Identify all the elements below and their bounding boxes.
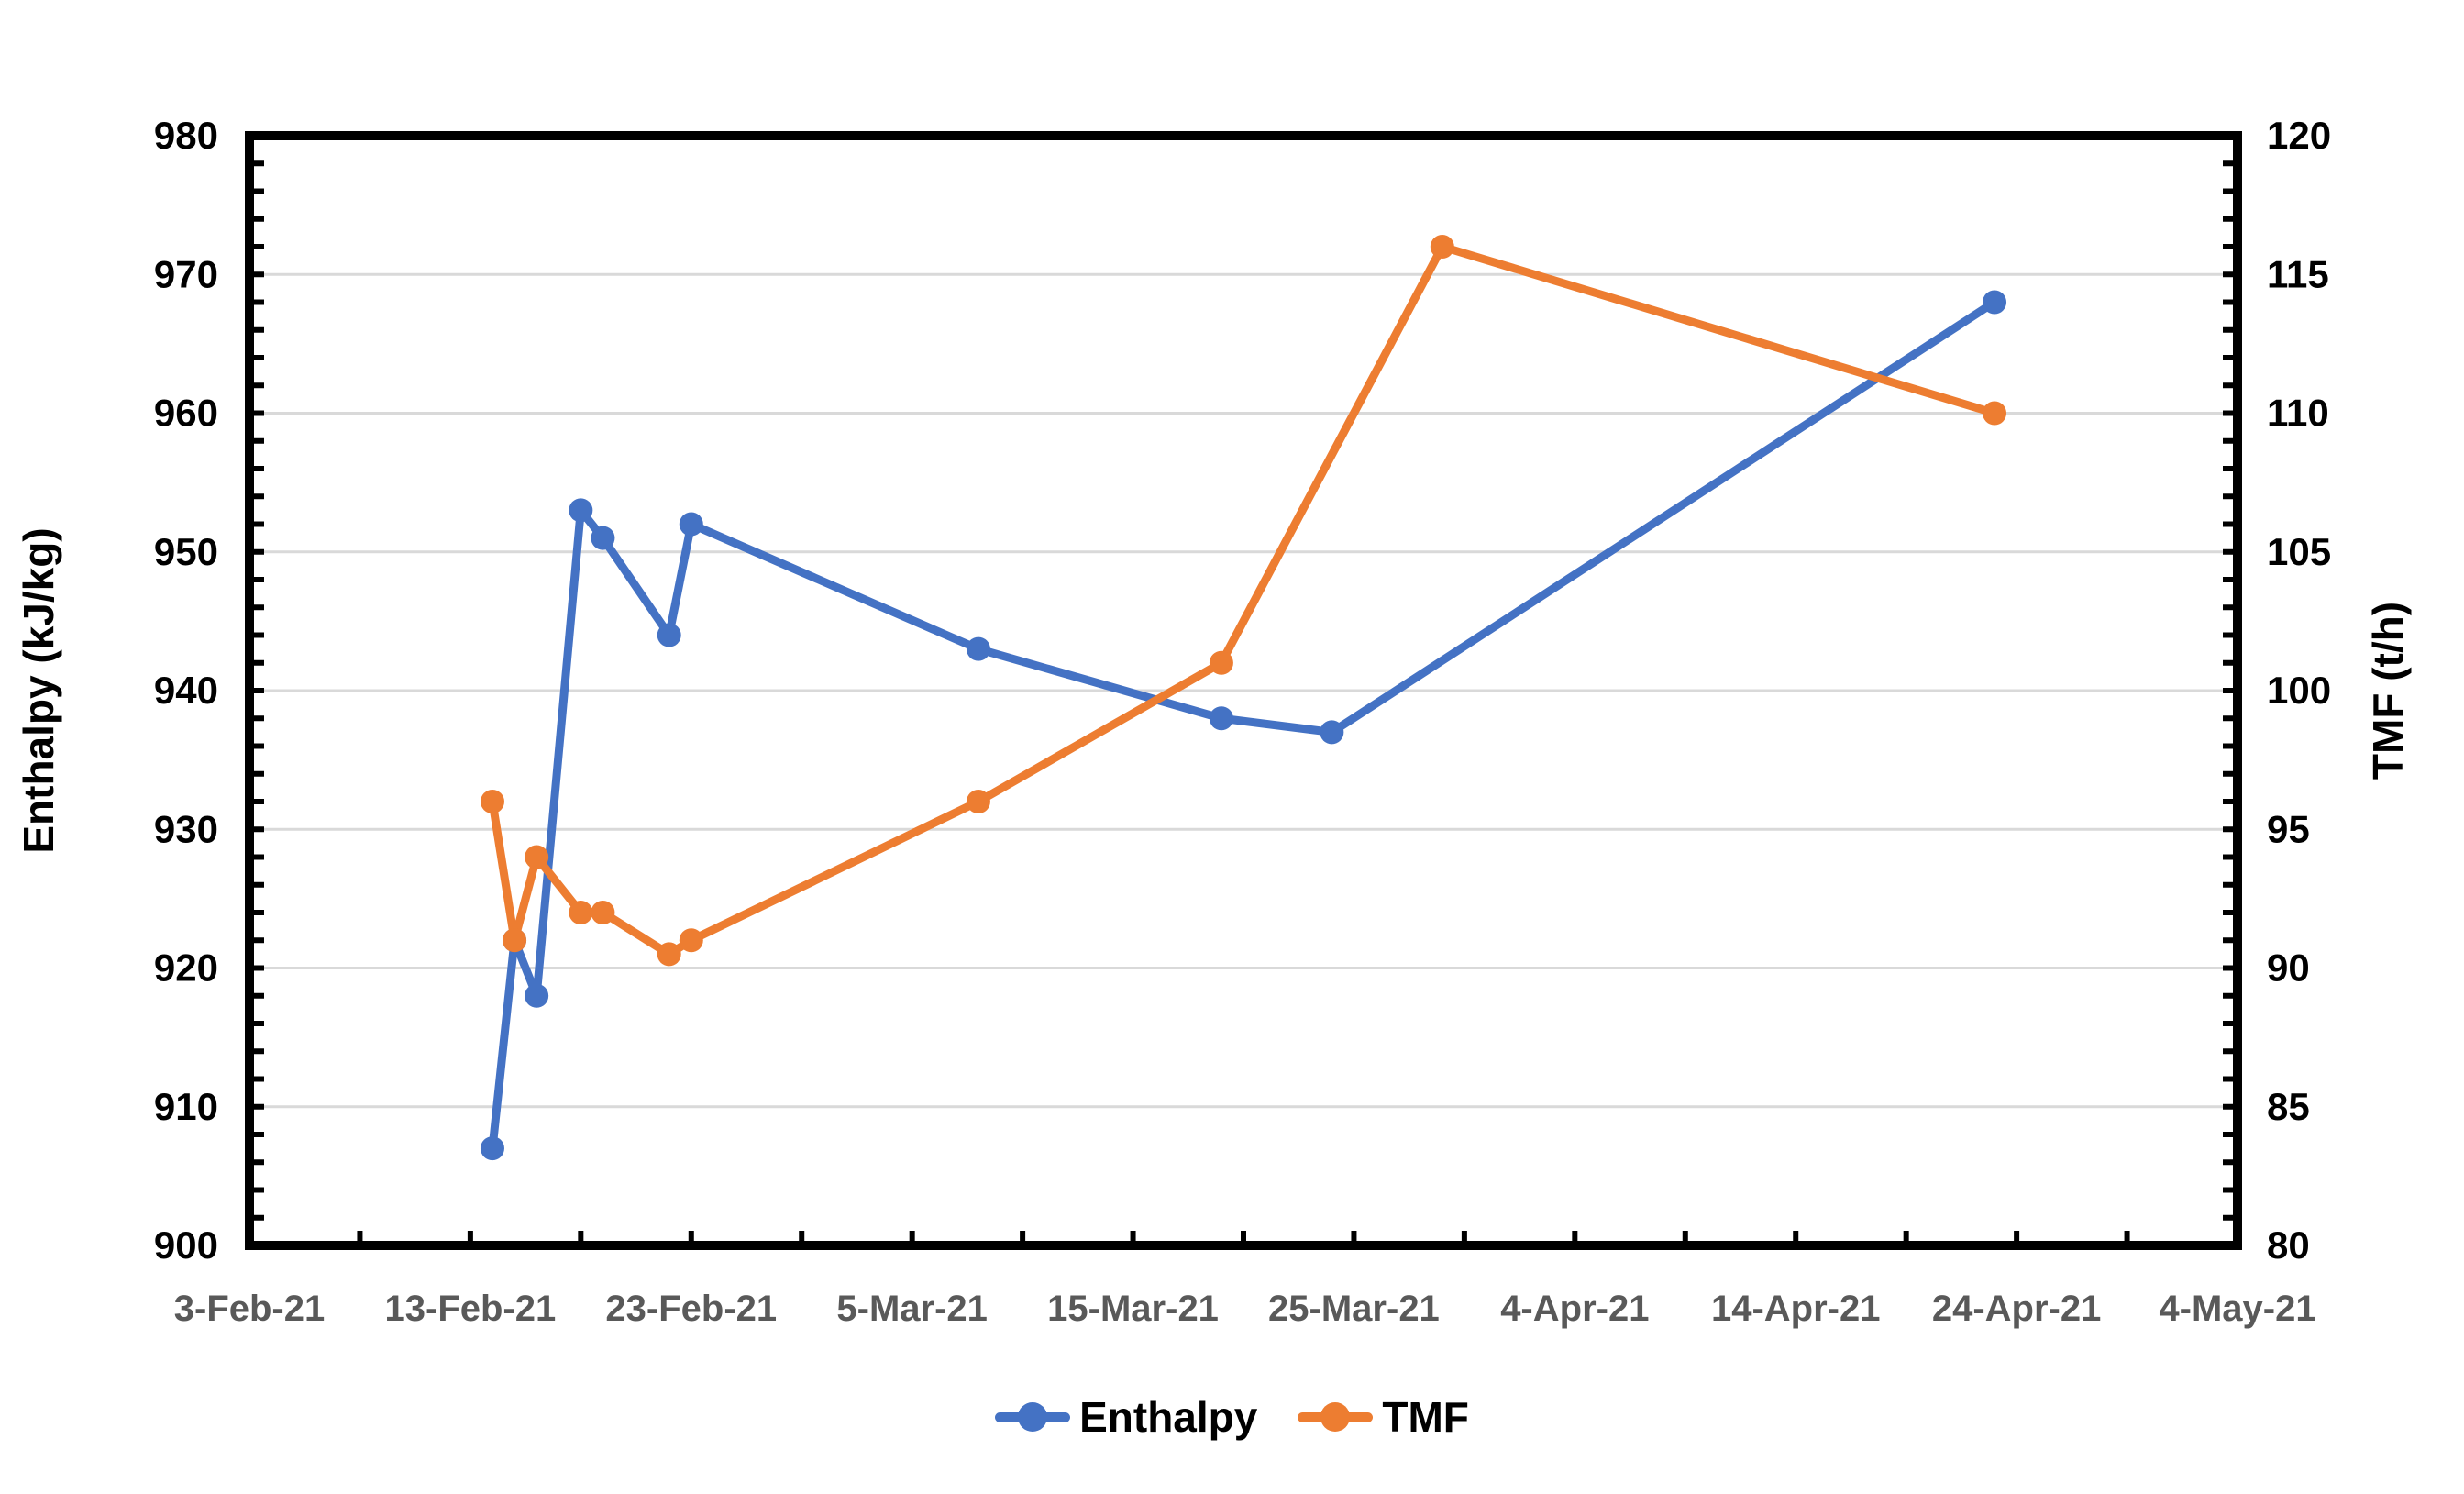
legend: Enthalpy TMF xyxy=(0,1396,2464,1438)
enthalpy-line xyxy=(488,298,1999,1153)
tmf-point-22-Feb-21 xyxy=(657,942,681,967)
legend-label-enthalpy: Enthalpy xyxy=(1079,1393,1258,1441)
left-axis-label: 970 xyxy=(154,252,218,295)
x-axis-label: 13-Feb-21 xyxy=(385,1289,557,1329)
right-axis-label: 95 xyxy=(2267,807,2310,850)
right-axis-label: 85 xyxy=(2267,1085,2310,1128)
left-axis-label: 980 xyxy=(154,114,218,157)
left-axis-label: 950 xyxy=(154,530,218,573)
tmf-point-16-Feb-21 xyxy=(525,845,549,869)
tmf-point-19-Feb-21 xyxy=(591,901,615,924)
legend-label-tmf: TMF xyxy=(1382,1393,1469,1441)
plot-frame xyxy=(245,131,2242,1250)
left-axis-label: 940 xyxy=(154,669,218,712)
right-axis-label: 100 xyxy=(2267,669,2331,712)
right-axis-label: 80 xyxy=(2267,1223,2310,1267)
x-axis-label: 5-Mar-21 xyxy=(836,1289,988,1329)
right-axis-title: TMF (t/h) xyxy=(2364,602,2412,780)
enthalpy-point-24-Mar-21 xyxy=(1320,720,1344,745)
x-axis-label: 24-Apr-21 xyxy=(1932,1289,2102,1329)
right-axis-label: 120 xyxy=(2267,114,2331,157)
tmf-point-23-Feb-21 xyxy=(679,928,703,953)
tmf-point-23-Apr-21 xyxy=(1983,401,2007,426)
enthalpy-point-23-Apr-21 xyxy=(1983,290,2007,315)
tmf-point-14-Feb-21 xyxy=(480,790,504,813)
tmf-point-8-Mar-21 xyxy=(966,790,990,813)
x-axis-label: 25-Mar-21 xyxy=(1268,1289,1440,1329)
x-axis-label: 4-May-21 xyxy=(2159,1289,2315,1329)
legend-item-enthalpy: Enthalpy xyxy=(995,1396,1257,1438)
enthalpy-point-18-Feb-21 xyxy=(569,498,593,523)
enthalpy-point-19-Feb-21 xyxy=(591,526,615,550)
tmf-point-18-Feb-21 xyxy=(569,901,593,924)
tmf-line xyxy=(488,242,1999,958)
enthalpy-point-22-Feb-21 xyxy=(657,623,681,647)
left-axis-label: 960 xyxy=(154,392,218,435)
left-axis-label: 920 xyxy=(154,946,218,990)
x-axis-label: 4-Apr-21 xyxy=(1500,1289,1649,1329)
x-axis-label: 23-Feb-21 xyxy=(605,1289,777,1329)
enthalpy-legend-marker-icon xyxy=(995,1402,1071,1432)
x-axis-label: 14-Apr-21 xyxy=(1711,1289,1881,1329)
tmf-point-19-Mar-21 xyxy=(1209,650,1233,675)
tmf-point-15-Feb-21 xyxy=(503,928,527,953)
legend-item-tmf: TMF xyxy=(1298,1396,1469,1438)
x-axis-label: 15-Mar-21 xyxy=(1047,1289,1219,1329)
left-axis-label: 930 xyxy=(154,807,218,850)
left-axis-label: 910 xyxy=(154,1085,218,1128)
left-axis-title: Enthalpy (kJ/kg) xyxy=(15,527,62,853)
enthalpy-point-8-Mar-21 xyxy=(966,636,990,661)
right-axis-label: 90 xyxy=(2267,946,2310,990)
right-axis-label: 105 xyxy=(2267,530,2331,573)
tmf-legend-marker-icon xyxy=(1298,1402,1374,1432)
right-axis-label: 110 xyxy=(2267,392,2329,435)
tmf-point-29-Mar-21 xyxy=(1430,235,1454,259)
enthalpy-point-23-Feb-21 xyxy=(679,512,703,537)
enthalpy-point-14-Feb-21 xyxy=(480,1136,504,1161)
enthalpy-point-19-Mar-21 xyxy=(1209,706,1233,731)
left-axis-label: 900 xyxy=(154,1223,218,1267)
enthalpy-point-16-Feb-21 xyxy=(525,983,549,1008)
x-axis-label: 3-Feb-21 xyxy=(174,1289,326,1329)
right-axis-label: 115 xyxy=(2267,252,2329,295)
